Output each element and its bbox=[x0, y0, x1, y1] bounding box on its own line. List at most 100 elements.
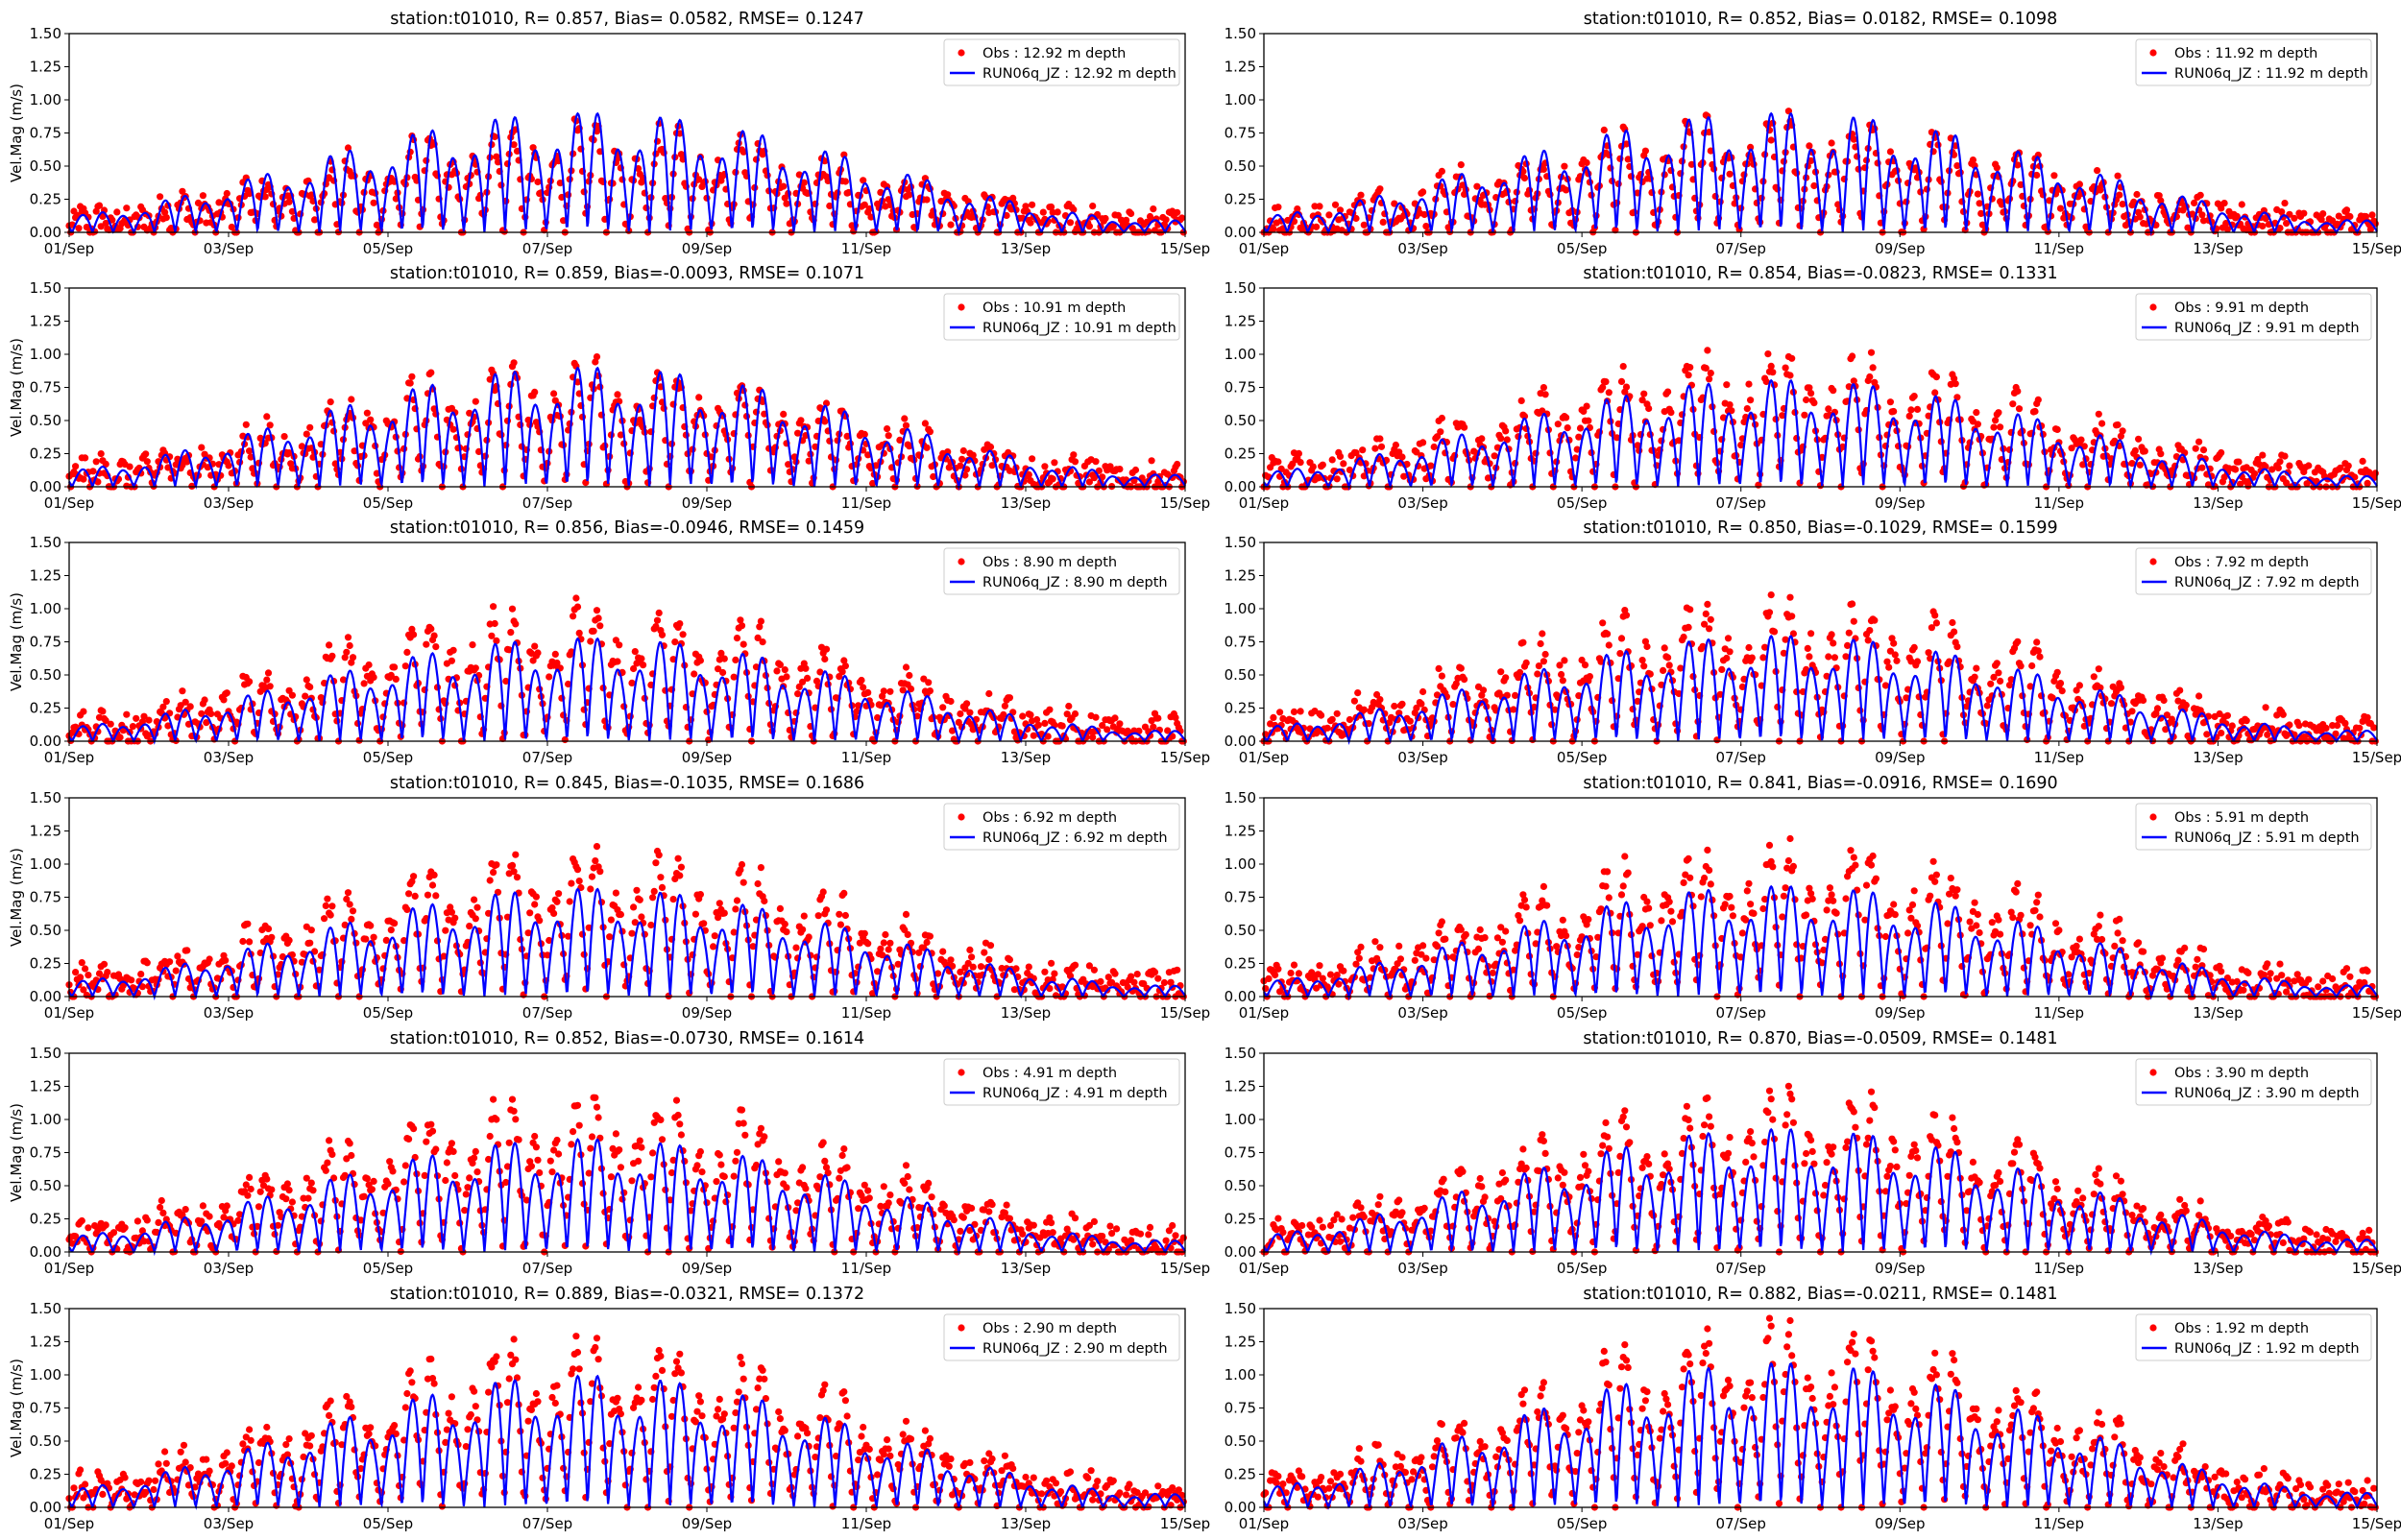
obs-point bbox=[263, 413, 270, 420]
obs-point bbox=[123, 205, 130, 211]
obs-point bbox=[960, 447, 967, 454]
obs-point bbox=[2239, 201, 2245, 207]
obs-point bbox=[676, 620, 683, 627]
obs-point bbox=[1174, 461, 1180, 468]
obs-point bbox=[2132, 447, 2139, 454]
x-tick-label: 05/Sep bbox=[363, 749, 413, 766]
chart-panel: station:t01010, R= 0.845, Bias=-0.1035, … bbox=[8, 774, 1210, 1022]
obs-point bbox=[1270, 714, 1276, 721]
obs-point bbox=[431, 633, 438, 639]
obs-point bbox=[2263, 704, 2269, 710]
obs-point bbox=[1555, 421, 1562, 427]
obs-point bbox=[364, 410, 371, 417]
obs-point bbox=[901, 415, 908, 421]
obs-point bbox=[244, 921, 251, 927]
x-tick-label: 13/Sep bbox=[2193, 494, 2243, 512]
obs-point bbox=[732, 905, 739, 912]
obs-point bbox=[1727, 401, 1734, 408]
obs-point bbox=[2133, 191, 2140, 198]
obs-point bbox=[326, 641, 332, 648]
obs-point bbox=[1357, 192, 1364, 199]
obs-point bbox=[1992, 417, 1999, 423]
chart-panel: station:t01010, R= 0.852, Bias= 0.0182, … bbox=[1225, 10, 2401, 257]
obs-point bbox=[1502, 427, 1509, 434]
obs-point bbox=[1887, 398, 1894, 405]
obs-point bbox=[1931, 389, 1938, 396]
obs-point bbox=[2033, 638, 2040, 645]
obs-point bbox=[1987, 681, 1994, 687]
obs-point bbox=[361, 680, 368, 686]
y-tick-label: 0.25 bbox=[30, 445, 61, 463]
obs-point bbox=[1768, 363, 1775, 370]
x-tick-label: 01/Sep bbox=[1239, 240, 1289, 257]
obs-point bbox=[198, 445, 205, 451]
obs-point bbox=[1540, 384, 1547, 391]
x-tick-label: 15/Sep bbox=[1160, 494, 1210, 512]
obs-point bbox=[412, 893, 419, 900]
y-tick-label: 1.25 bbox=[30, 313, 61, 330]
obs-point bbox=[903, 911, 909, 918]
obs-point bbox=[1563, 414, 1569, 421]
chart-title: station:t01010, R= 0.854, Bias=-0.0823, … bbox=[1583, 264, 2057, 283]
obs-point bbox=[450, 426, 457, 433]
obs-point bbox=[531, 643, 538, 650]
obs-point bbox=[1561, 657, 1567, 663]
obs-point bbox=[1419, 188, 1426, 195]
obs-point bbox=[1480, 686, 1487, 693]
obs-point bbox=[1029, 455, 1035, 462]
obs-point bbox=[2259, 223, 2266, 229]
obs-point bbox=[957, 710, 963, 717]
y-tick-label: 0.00 bbox=[1225, 478, 1256, 495]
obs-point bbox=[432, 643, 439, 650]
obs-point bbox=[533, 894, 540, 901]
obs-point bbox=[1419, 688, 1426, 695]
obs-point bbox=[721, 656, 728, 662]
obs-point bbox=[773, 667, 780, 674]
obs-point bbox=[649, 894, 656, 901]
x-tick-label: 01/Sep bbox=[1239, 494, 1289, 512]
obs-point bbox=[225, 462, 231, 469]
obs-point bbox=[1708, 370, 1714, 376]
obs-point bbox=[1704, 347, 1710, 353]
obs-point bbox=[246, 678, 253, 685]
obs-point bbox=[469, 641, 475, 648]
obs-point bbox=[1973, 665, 1979, 672]
obs-point bbox=[534, 179, 541, 185]
obs-point bbox=[712, 932, 718, 939]
x-tick-label: 07/Sep bbox=[522, 749, 572, 766]
obs-point bbox=[1755, 482, 1761, 489]
y-tick-label: 0.00 bbox=[1225, 224, 1256, 241]
obs-point bbox=[2346, 213, 2353, 220]
obs-point bbox=[507, 629, 514, 636]
obs-point bbox=[680, 631, 687, 638]
obs-point bbox=[268, 934, 275, 941]
obs-point bbox=[1092, 714, 1099, 721]
obs-point bbox=[924, 196, 931, 203]
obs-point bbox=[1931, 612, 1938, 618]
obs-point bbox=[2091, 673, 2098, 680]
obs-point bbox=[1914, 658, 1921, 664]
obs-point bbox=[678, 864, 685, 871]
obs-point bbox=[691, 670, 697, 677]
obs-point bbox=[2276, 458, 2283, 465]
obs-point bbox=[659, 632, 666, 638]
obs-point bbox=[2295, 722, 2302, 729]
obs-point bbox=[1723, 655, 1730, 662]
obs-point bbox=[104, 969, 110, 975]
obs-point bbox=[804, 675, 811, 682]
obs-point bbox=[2059, 687, 2066, 694]
obs-point bbox=[367, 923, 374, 929]
obs-point bbox=[75, 225, 82, 231]
obs-point bbox=[1376, 435, 1383, 442]
obs-point bbox=[471, 897, 477, 903]
obs-point bbox=[2137, 462, 2144, 469]
obs-point bbox=[1984, 702, 1991, 709]
obs-point bbox=[659, 884, 666, 891]
obs-point bbox=[594, 353, 600, 360]
y-tick-label: 1.25 bbox=[1225, 567, 1256, 585]
obs-point bbox=[885, 946, 892, 952]
obs-point bbox=[286, 937, 293, 944]
obs-point bbox=[758, 864, 764, 871]
obs-point bbox=[1788, 613, 1795, 619]
obs-point bbox=[1686, 364, 1693, 371]
